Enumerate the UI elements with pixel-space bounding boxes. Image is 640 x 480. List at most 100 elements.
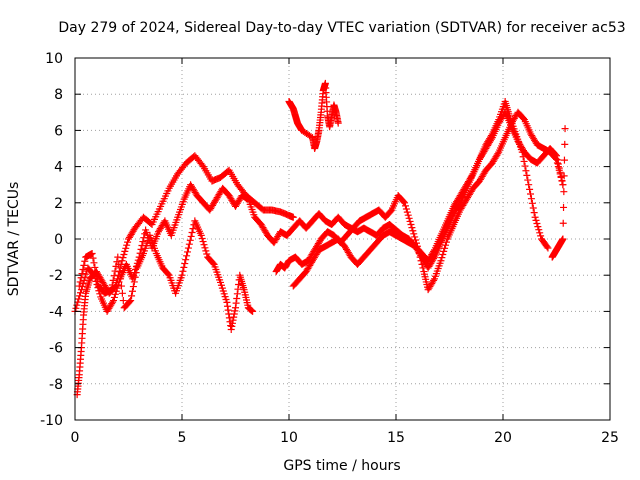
data-point: [113, 284, 121, 292]
y-tick-label: 8: [54, 87, 63, 103]
series-track-6: [285, 79, 342, 152]
y-tick-label: -4: [49, 304, 63, 320]
data-point: [543, 243, 551, 251]
data-point: [405, 214, 413, 222]
data-point: [231, 307, 239, 315]
data-point: [522, 167, 530, 175]
data-point: [524, 176, 532, 184]
data-point: [225, 314, 233, 322]
data-point: [230, 310, 238, 318]
data-point: [525, 181, 533, 189]
data-point: [184, 244, 192, 252]
data-point: [553, 156, 561, 164]
data-point: [81, 257, 89, 265]
data-point: [73, 301, 81, 309]
data-point: [75, 295, 83, 303]
data-point: [556, 168, 564, 176]
data-point: [528, 199, 536, 207]
data-point: [122, 244, 130, 252]
data-point: [77, 274, 85, 282]
data-point: [129, 283, 137, 291]
x-tick-label: 0: [71, 430, 80, 446]
data-point: [558, 177, 566, 185]
data-point: [228, 322, 236, 330]
data-point: [91, 263, 99, 271]
data-point: [182, 256, 190, 264]
data-point: [407, 221, 415, 229]
data-point: [487, 135, 495, 143]
data-point: [110, 297, 118, 305]
data-point: [408, 224, 416, 232]
data-point: [560, 188, 568, 196]
data-point: [232, 304, 239, 312]
data-point: [92, 268, 100, 276]
data-point: [198, 161, 206, 169]
data-point: [440, 247, 448, 255]
data-point: [77, 286, 85, 294]
data-points: [71, 79, 569, 399]
data-point: [439, 251, 447, 259]
y-tick-label: 10: [45, 51, 63, 67]
data-point: [77, 289, 85, 297]
data-point: [559, 181, 567, 189]
data-point: [107, 286, 115, 294]
data-point: [561, 125, 569, 133]
data-point: [126, 298, 134, 306]
data-point: [404, 211, 412, 219]
data-point: [554, 160, 562, 168]
data-point: [455, 200, 463, 208]
data-point: [234, 285, 242, 293]
data-point: [229, 316, 237, 324]
data-point: [412, 236, 420, 244]
data-point: [532, 216, 540, 224]
data-point: [409, 227, 417, 235]
data-point: [132, 266, 140, 274]
y-tick-label: -10: [40, 413, 63, 429]
data-point: [401, 202, 409, 210]
data-point: [111, 290, 119, 298]
data-point: [535, 226, 543, 234]
data-point: [437, 257, 445, 265]
data-point: [202, 247, 210, 255]
data-point: [403, 208, 411, 216]
data-point: [130, 278, 138, 286]
data-point: [560, 172, 568, 180]
data-point: [228, 319, 236, 327]
data-point: [560, 156, 568, 164]
data-point: [115, 260, 123, 268]
data-point: [223, 298, 231, 306]
data-point: [79, 279, 87, 287]
data-point: [523, 171, 531, 179]
data-point: [233, 294, 241, 302]
data-point: [411, 233, 419, 241]
data-point: [79, 266, 87, 274]
data-point: [520, 157, 528, 165]
x-tick-label: 15: [387, 430, 405, 446]
data-point: [76, 292, 84, 300]
data-point: [114, 253, 122, 261]
data-point: [131, 273, 139, 281]
data-point: [124, 238, 132, 246]
data-point: [181, 260, 189, 268]
data-point: [117, 275, 125, 283]
data-point: [109, 276, 117, 284]
data-point: [441, 244, 449, 252]
data-point: [230, 313, 238, 321]
data-point: [430, 255, 438, 263]
data-point: [164, 270, 172, 278]
data-point: [438, 254, 446, 262]
data-point: [402, 205, 410, 213]
data-point: [401, 199, 409, 207]
data-point: [552, 151, 560, 159]
data-point: [179, 267, 187, 275]
y-axis-label: SDTVAR / TECUs: [6, 182, 22, 297]
series-track-5: [289, 108, 567, 290]
data-point: [187, 232, 195, 240]
data-point: [544, 244, 552, 252]
data-point: [180, 263, 188, 271]
data-point: [400, 198, 408, 206]
data-point: [132, 269, 140, 277]
data-point: [137, 245, 145, 253]
data-point: [108, 281, 116, 289]
